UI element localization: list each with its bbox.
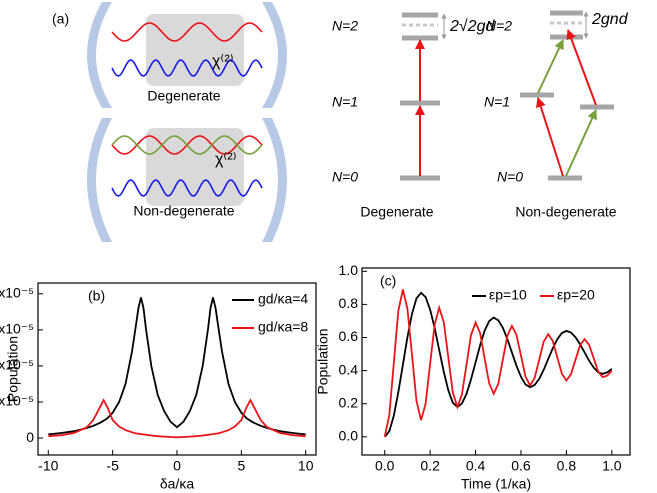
x-axis-label: Time (1/κa) [461,476,531,492]
transition [566,29,597,106]
x-tick-label: 10 [298,458,314,474]
x-tick-label: 5 [237,458,245,474]
series-line [384,291,613,438]
mirror [262,118,287,242]
y-tick-label: 0.0 [339,427,359,443]
x-tick-label: -10 [38,458,58,474]
legend-label: gd/κa=8 [258,319,308,335]
caption: Non-degenerate [515,204,616,220]
y-tick-label: 0.2 [339,394,359,410]
cavity-label: Non-degenerate [133,203,234,219]
y-tick-label: 1.0 [339,262,359,278]
caption: Degenerate [360,204,433,220]
level-label: N=1 [332,94,358,110]
x-tick-label: 0.6 [511,458,531,474]
splitting-label: 2√2gd [449,18,495,35]
mirror [87,2,112,108]
wave [111,179,263,197]
series-line [383,289,613,437]
series-line [48,398,306,439]
panel-label: (a) [52,11,69,27]
y-tick-label: 1x10⁻⁵ [0,393,34,409]
legend-label: εp=10 [489,287,527,303]
y-tick-label: 4x10⁻⁵ [0,285,34,301]
y-axis-label: Population [5,336,21,402]
crystal [146,14,244,86]
panel-a: (a) χ⁽²⁾ Degenerate χ⁽²⁾ Non-degenerate … [52,2,629,242]
crystal [146,128,244,206]
plot-frame [361,267,631,456]
plot-frame [37,282,317,456]
y-tick-label: 2x10⁻⁵ [0,357,34,373]
chi-label: χ⁽²⁾ [212,53,234,70]
splitting-label: 2gnd [591,11,629,28]
x-tick-label: 0.8 [557,458,577,474]
x-axis-label: δa/κa [160,476,194,492]
cavity-label: Degenerate [147,88,220,104]
y-tick-label: 0.4 [339,361,359,377]
level-label: N=1 [484,94,510,110]
chi-label: χ⁽²⁾ [215,151,237,168]
charts: 0 1x10⁻⁵ 2x10⁻⁵ 3x10⁻⁵ 4x10⁻⁵ -10 -5 0 5 10 (b) δa/… [0,262,631,492]
y-tick-label: 0.8 [339,295,359,311]
mirror [87,118,112,242]
y-tick-label: 0.6 [339,328,359,344]
x-tick-label: 0.4 [466,458,486,474]
chart: 0.0 0.2 0.4 0.6 0.8 1.0 0.0 0.2 0.4 0.6 0.8 1.0 (c) T… [315,262,631,492]
level-label: N=2 [332,18,358,34]
panel-label: (b) [88,288,105,304]
legend-label: εp=20 [557,287,595,303]
series-line [48,297,306,436]
x-tick-label: -5 [106,458,119,474]
transition [565,109,597,177]
x-tick-label: 0.2 [420,458,440,474]
x-tick-label: 0 [173,458,181,474]
chart: 0 1x10⁻⁵ 2x10⁻⁵ 3x10⁻⁵ 4x10⁻⁵ -10 -5 0 5 10 (b) δa/… [0,282,317,492]
level-label: N=2 [486,18,512,34]
panel-label: (c) [380,273,396,289]
x-tick-label: 1.0 [602,458,622,474]
y-tick-label: 3x10⁻⁵ [0,321,34,337]
wave [111,135,263,155]
transition [537,39,564,94]
wave [111,22,263,42]
wave [111,59,263,77]
level-label: N=0 [497,169,523,185]
y-axis-label: Population [315,328,331,394]
level-label: N=0 [332,169,358,185]
transition [535,97,564,177]
x-tick-label: 0.0 [375,458,395,474]
y-tick-label: 0 [26,429,34,445]
mirror [262,2,287,108]
legend-label: gd/κa=4 [258,291,308,307]
